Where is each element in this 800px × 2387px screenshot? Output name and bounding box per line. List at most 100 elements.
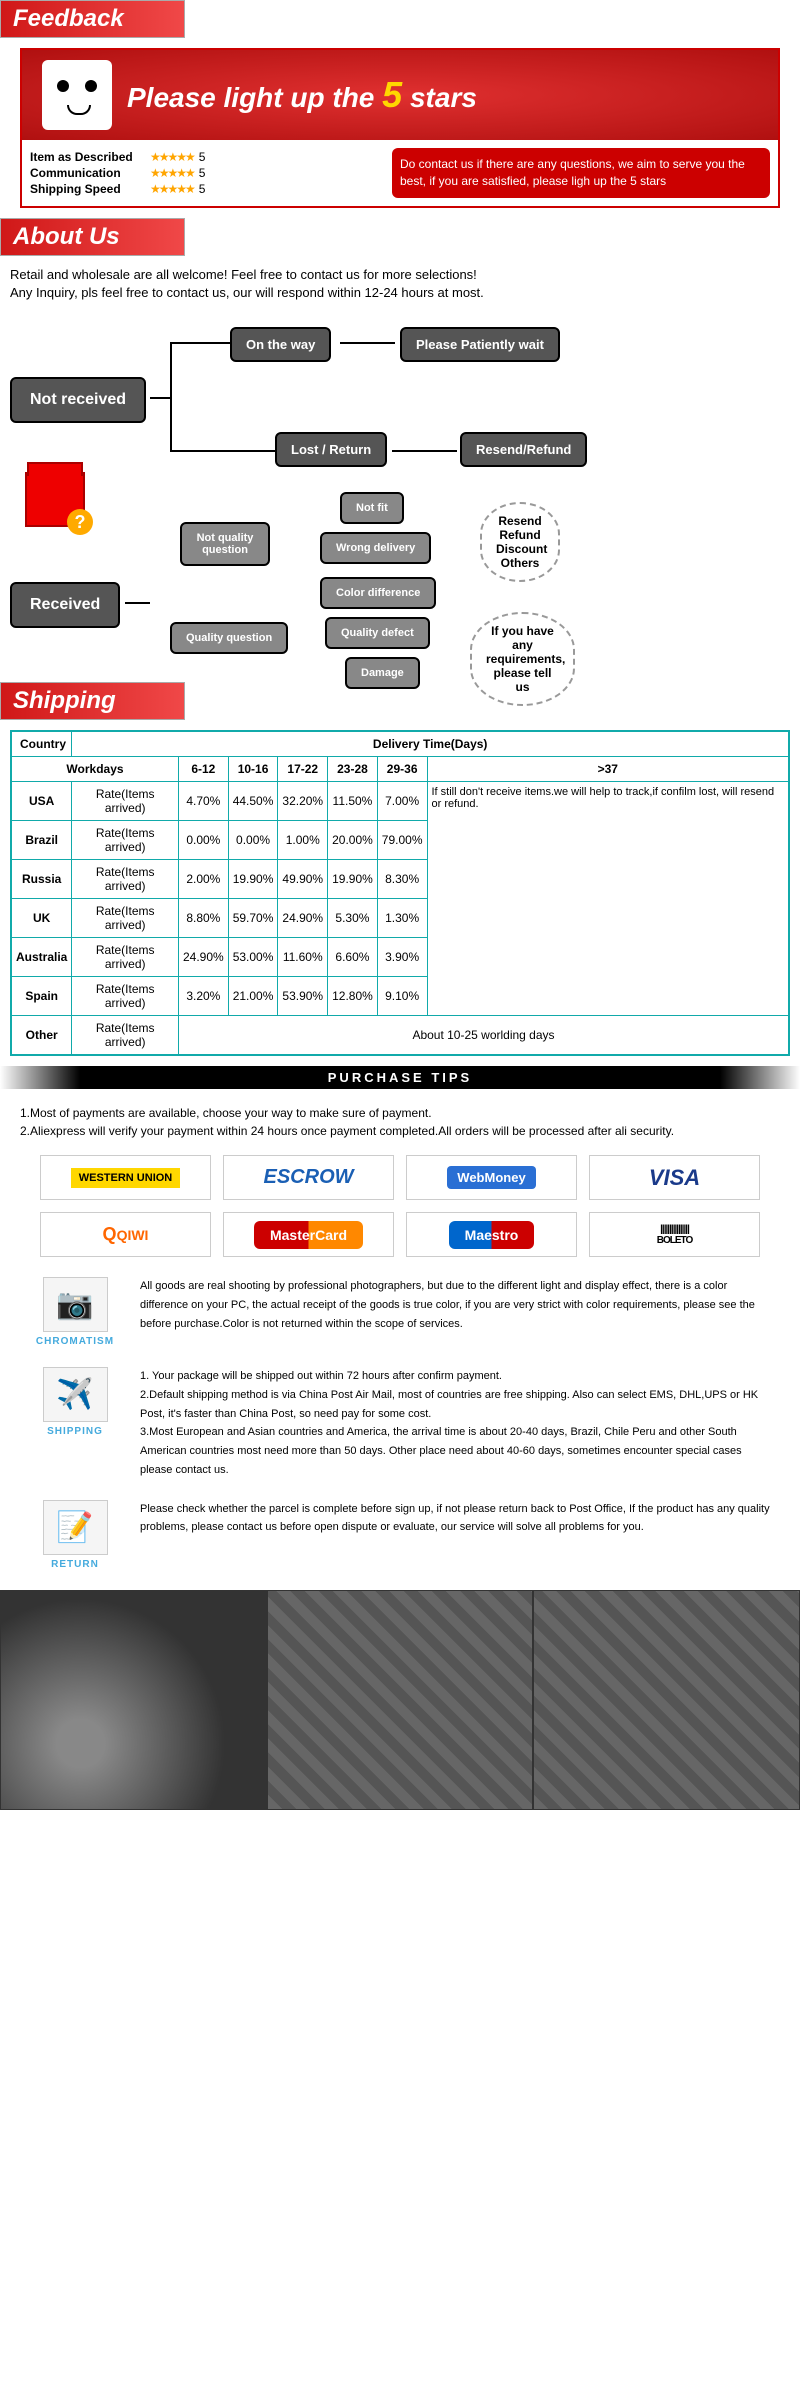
shipping-header: Shipping	[0, 682, 185, 720]
gift-icon	[25, 472, 85, 527]
plane-icon: ✈️	[43, 1367, 108, 1422]
td-rate: 5.30%	[328, 899, 378, 938]
th-country-name: Spain	[11, 977, 72, 1016]
td-rate: 8.30%	[377, 860, 427, 899]
td-rate: 12.80%	[328, 977, 378, 1016]
th-col: 6-12	[178, 757, 228, 782]
node-wrong-delivery: Wrong delivery	[320, 532, 431, 564]
info-label: RETURN	[30, 1559, 120, 1570]
star-icons: ★★★★★	[150, 150, 194, 164]
info-shipping: ✈️ SHIPPING 1. Your package will be shipp…	[0, 1357, 800, 1489]
node-quality: Quality question	[170, 622, 288, 654]
title-num: 5	[382, 74, 402, 115]
star-icons: ★★★★★	[150, 166, 194, 180]
td-rate-label: Rate(Items arrived)	[72, 899, 179, 938]
th-col: 17-22	[278, 757, 328, 782]
return-icon: 📝	[43, 1500, 108, 1555]
rating-score: 5	[199, 166, 206, 180]
th-country-name: Brazil	[11, 821, 72, 860]
title-pre: Please light up the	[127, 82, 382, 113]
camera-icon: 📷	[43, 1277, 108, 1332]
td-rate: 0.00%	[178, 821, 228, 860]
th-country-name: Australia	[11, 938, 72, 977]
td-rate: 0.00%	[228, 821, 278, 860]
td-rate: 4.70%	[178, 782, 228, 821]
pay-boleto: ||||||||||||||||BOLETO	[657, 1224, 692, 1246]
payment-grid: WESTERN UNION ESCROW WebMoney VISA QQIWI…	[0, 1145, 800, 1267]
th-country-name: Russia	[11, 860, 72, 899]
node-quality-defect: Quality defect	[325, 617, 430, 649]
cloud-outcomes: Resend Refund Discount Others	[480, 502, 560, 582]
td-rate: 32.20%	[278, 782, 328, 821]
th-col: 23-28	[328, 757, 378, 782]
title-post: stars	[402, 82, 477, 113]
td-rate: 3.20%	[178, 977, 228, 1016]
rating-label: Item as Described	[30, 150, 150, 164]
td-note: If still don't receive items.we will hel…	[427, 782, 789, 1016]
td-rate: 21.00%	[228, 977, 278, 1016]
info-text: 1. Your package will be shipped out with…	[140, 1367, 770, 1479]
td-rate: 79.00%	[377, 821, 427, 860]
td-rate: 11.60%	[278, 938, 328, 977]
td-rate-label: Rate(Items arrived)	[72, 977, 179, 1016]
td-rate: 53.00%	[228, 938, 278, 977]
rating-score: 5	[199, 182, 206, 196]
node-lost: Lost / Return	[275, 432, 387, 467]
td-rate: 24.90%	[278, 899, 328, 938]
td-rate: 19.90%	[228, 860, 278, 899]
feedback-title: Please light up the 5 stars	[127, 74, 477, 116]
info-text: Please check whether the parcel is compl…	[140, 1500, 770, 1537]
td-rate: 6.60%	[328, 938, 378, 977]
td-rate-label: Rate(Items arrived)	[72, 938, 179, 977]
td-rate: 7.00%	[377, 782, 427, 821]
td-rate: 2.00%	[178, 860, 228, 899]
ratings-block: Item as Described★★★★★5 Communication★★★…	[30, 148, 392, 198]
td-rate: 59.70%	[228, 899, 278, 938]
th-country-name: USA	[11, 782, 72, 821]
th-col: 29-36	[377, 757, 427, 782]
th-workdays: Workdays	[11, 757, 178, 782]
th-other: Other	[11, 1016, 72, 1056]
flowchart: Not received On the way Please Patiently…	[0, 312, 800, 682]
info-return: 📝 RETURN Please check whether the parcel …	[0, 1490, 800, 1580]
pay-visa: VISA	[649, 1165, 700, 1191]
pay-escrow: ESCROW	[264, 1166, 354, 1189]
td-rate: 9.10%	[377, 977, 427, 1016]
shipping-table: Country Delivery Time(Days) Workdays 6-1…	[10, 730, 790, 1056]
rating-label: Communication	[30, 166, 150, 180]
th-country: Country	[11, 731, 72, 757]
rating-score: 5	[199, 150, 206, 164]
info-label: CHROMATISM	[30, 1336, 120, 1347]
td-rate: 44.50%	[228, 782, 278, 821]
star-icons: ★★★★★	[150, 182, 194, 196]
th-country-name: UK	[11, 899, 72, 938]
node-color-diff: Color difference	[320, 577, 436, 609]
tip-line: 1.Most of payments are available, choose…	[20, 1104, 780, 1122]
pay-wu: WESTERN UNION	[71, 1168, 181, 1188]
td-rate: 11.50%	[328, 782, 378, 821]
td-rate: 8.80%	[178, 899, 228, 938]
td-rate-label: Rate(Items arrived)	[72, 860, 179, 899]
rating-label: Shipping Speed	[30, 182, 150, 196]
tip-line: 2.Aliexpress will verify your payment wi…	[20, 1122, 780, 1140]
td-rate-label: Rate(Items arrived)	[72, 1016, 179, 1056]
td-rate: 20.00%	[328, 821, 378, 860]
node-not-quality: Not quality question	[180, 522, 270, 566]
td-rate: 1.00%	[278, 821, 328, 860]
robot-icon	[42, 60, 112, 130]
pay-webmoney: WebMoney	[447, 1166, 535, 1189]
feedback-banner: Please light up the 5 stars Item as Desc…	[20, 48, 780, 208]
node-on-way: On the way	[230, 327, 331, 362]
purchase-tips-header: PURCHASE TIPS	[0, 1066, 800, 1089]
node-patient: Please Patiently wait	[400, 327, 560, 362]
cloud-requirements: If you have any requirements, please tel…	[470, 612, 575, 706]
pay-qiwi: QQIWI	[103, 1224, 149, 1245]
info-chromatism: 📷CHROMATISM All goods are real shooting …	[0, 1267, 800, 1357]
about-header: About Us	[0, 218, 185, 256]
td-rate: 19.90%	[328, 860, 378, 899]
node-damage: Damage	[345, 657, 420, 689]
node-not-fit: Not fit	[340, 492, 404, 524]
info-label: SHIPPING	[30, 1426, 120, 1437]
th-col: >37	[427, 757, 789, 782]
td-rate-label: Rate(Items arrived)	[72, 821, 179, 860]
